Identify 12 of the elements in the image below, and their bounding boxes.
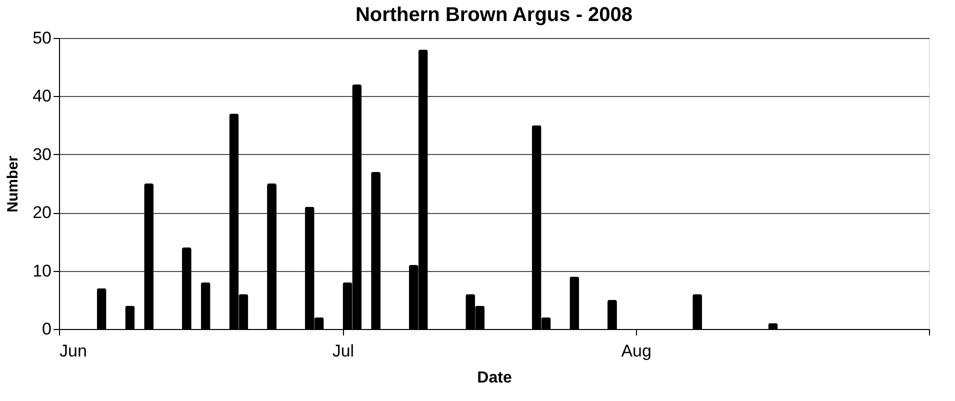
chart-title: Northern Brown Argus - 2008	[355, 4, 633, 26]
y-tick-label: 50	[32, 28, 52, 48]
x-tick-label: Jul	[332, 342, 354, 360]
y-tick-label: 30	[32, 144, 52, 164]
y-axis-title: Number	[4, 156, 22, 212]
y-tick-label: 0	[42, 320, 52, 338]
x-tick-label: Aug	[621, 342, 652, 360]
x-axis-title: Date	[477, 370, 512, 386]
y-tick-label: 10	[32, 261, 52, 280]
y-tick-label: 20	[32, 203, 52, 222]
y-tick-label: 40	[32, 86, 52, 106]
x-tick-label: Jun	[60, 342, 87, 360]
